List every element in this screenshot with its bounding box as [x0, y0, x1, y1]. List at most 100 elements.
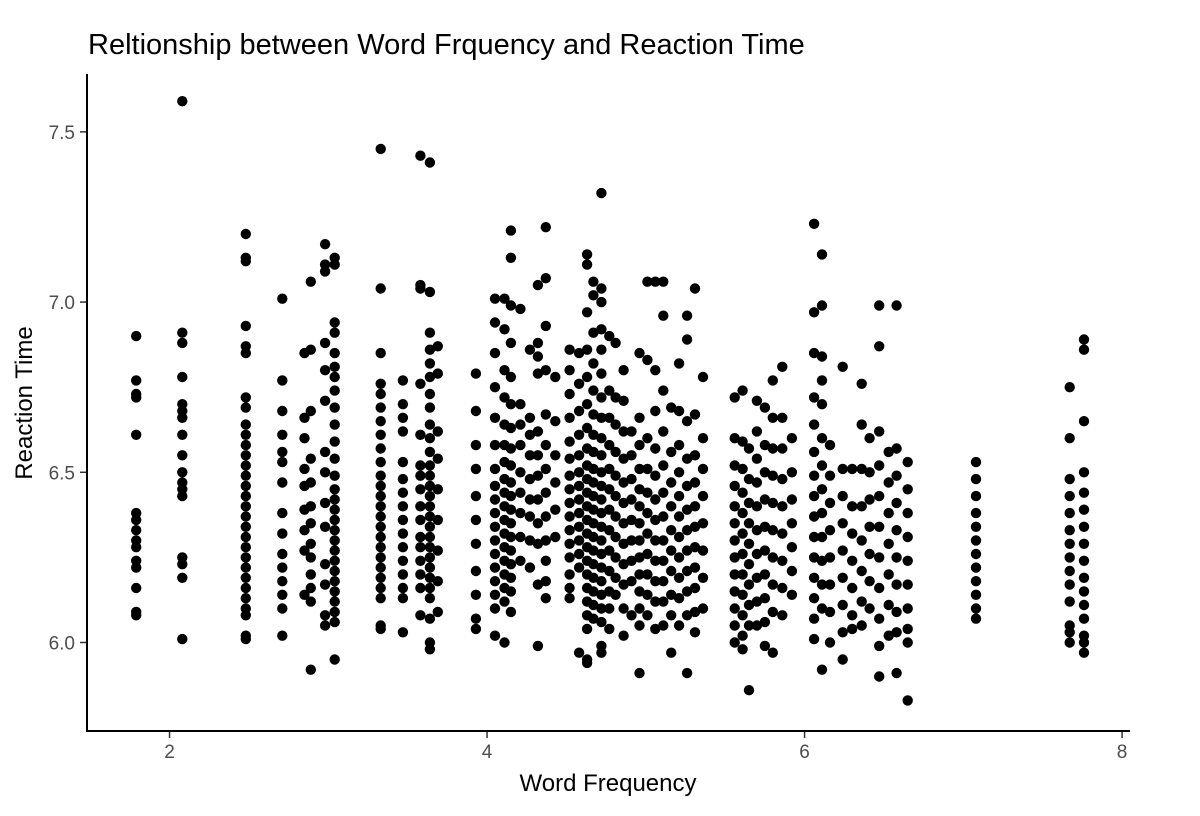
data-point	[564, 365, 575, 376]
data-point	[650, 576, 661, 587]
data-point	[618, 395, 629, 406]
data-point	[874, 426, 885, 437]
data-point	[240, 439, 251, 451]
data-point	[642, 610, 653, 621]
data-point	[697, 490, 709, 502]
data-point	[874, 490, 885, 502]
data-point	[299, 347, 310, 359]
data-point	[397, 473, 409, 485]
data-point	[505, 371, 517, 383]
data-point	[581, 259, 593, 270]
data-point	[329, 419, 340, 430]
data-point	[650, 535, 661, 546]
data-point	[681, 610, 693, 621]
data-point	[610, 552, 621, 563]
data-point	[751, 426, 763, 437]
data-point	[424, 582, 436, 594]
data-point	[424, 433, 436, 444]
chart-title: Reltionship between Word Frquency and Re…	[88, 29, 805, 61]
data-point	[277, 548, 288, 560]
data-point	[375, 429, 386, 440]
data-point	[329, 576, 340, 587]
data-point	[604, 439, 615, 451]
data-point	[432, 545, 443, 556]
data-point	[864, 603, 875, 614]
data-point	[681, 586, 693, 597]
data-point	[618, 538, 629, 549]
data-point	[777, 528, 788, 539]
data-point	[499, 392, 510, 403]
data-point	[786, 467, 798, 478]
data-point	[777, 501, 788, 512]
data-point	[305, 664, 316, 675]
data-point	[1078, 487, 1090, 498]
data-point	[902, 555, 913, 566]
data-point	[1078, 467, 1090, 478]
data-point	[777, 412, 788, 423]
data-point	[329, 504, 340, 515]
data-point	[299, 545, 310, 556]
data-point	[883, 538, 894, 549]
data-point	[824, 606, 836, 618]
data-point	[524, 562, 536, 573]
data-point	[397, 399, 409, 410]
data-point	[524, 473, 536, 485]
data-point	[729, 586, 740, 597]
data-point	[786, 494, 798, 505]
data-point	[874, 640, 885, 652]
data-point	[564, 525, 575, 536]
data-point	[131, 542, 142, 553]
data-point	[650, 405, 661, 417]
data-point	[673, 490, 685, 502]
data-point	[489, 576, 501, 587]
data-point	[824, 470, 836, 481]
data-point	[505, 518, 517, 529]
data-point	[588, 385, 599, 396]
data-point	[1064, 382, 1075, 393]
data-point	[581, 657, 593, 669]
data-point	[891, 667, 902, 679]
data-point	[397, 542, 409, 553]
data-point	[489, 439, 501, 451]
data-points	[131, 96, 1090, 706]
data-point	[737, 487, 748, 498]
data-point	[240, 402, 251, 413]
data-point	[319, 395, 331, 406]
data-point	[729, 518, 740, 529]
data-point	[737, 385, 748, 396]
data-point	[604, 565, 615, 577]
data-point	[564, 344, 575, 355]
data-point	[874, 521, 885, 532]
data-point	[847, 623, 858, 635]
data-point	[305, 276, 316, 287]
data-point	[524, 412, 536, 423]
data-point	[596, 344, 607, 355]
data-point	[596, 589, 607, 600]
data-point	[604, 504, 615, 515]
data-point	[532, 337, 544, 349]
data-point	[824, 439, 836, 451]
data-point	[658, 310, 669, 321]
data-point	[240, 633, 251, 645]
data-point	[891, 443, 902, 454]
data-point	[564, 552, 575, 563]
data-point	[1064, 552, 1075, 563]
data-point	[515, 507, 526, 519]
data-point	[329, 385, 340, 396]
data-point	[240, 419, 251, 430]
data-point	[588, 531, 599, 543]
data-point	[808, 307, 820, 318]
data-point	[673, 439, 685, 451]
data-point	[240, 470, 251, 481]
data-point	[610, 446, 621, 458]
data-point	[864, 433, 875, 444]
data-point	[240, 593, 251, 604]
data-point	[540, 439, 551, 451]
data-point	[588, 572, 599, 583]
data-point	[397, 569, 409, 580]
data-point	[375, 593, 386, 604]
data-point	[424, 490, 436, 502]
data-point	[532, 368, 544, 379]
data-point	[375, 542, 386, 553]
